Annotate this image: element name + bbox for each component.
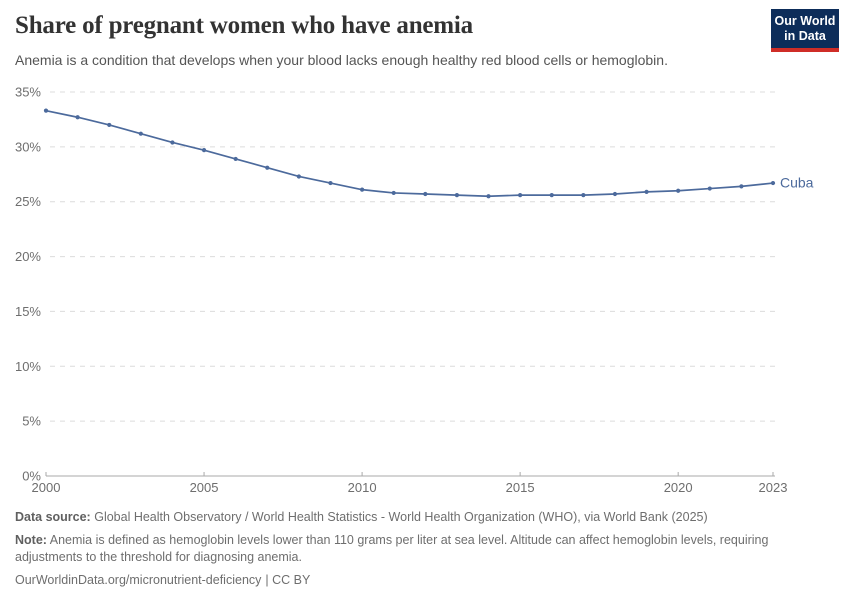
- data-point[interactable]: [107, 122, 112, 128]
- series-line-cuba: [45, 109, 774, 198]
- data-point[interactable]: [423, 191, 428, 197]
- data-point[interactable]: [43, 108, 49, 113]
- data-point[interactable]: [75, 115, 80, 120]
- data-point[interactable]: [770, 180, 776, 186]
- page-title: Share of pregnant women who have anemia: [15, 12, 473, 39]
- url-line: OurWorldinData.org/micronutrient-deficie…: [15, 572, 813, 590]
- chart-subtitle: Anemia is a condition that develops when…: [15, 52, 668, 68]
- x-tick-label: 2023: [759, 480, 788, 495]
- data-point[interactable]: [391, 190, 396, 196]
- data-point[interactable]: [170, 140, 175, 145]
- data-point[interactable]: [454, 193, 460, 198]
- chart-footer: Data source: Global Health Observatory /…: [15, 509, 813, 594]
- data-point[interactable]: [739, 184, 744, 189]
- data-point[interactable]: [265, 165, 270, 170]
- y-tick-label: 30%: [15, 139, 41, 154]
- data-point[interactable]: [676, 188, 681, 193]
- data-source-line: Data source: Global Health Observatory /…: [15, 509, 813, 527]
- data-point[interactable]: [328, 180, 333, 186]
- license-text: | CC BY: [265, 572, 311, 587]
- series-end-label-cuba: Cuba: [780, 175, 814, 191]
- data-point[interactable]: [612, 191, 618, 197]
- data-source-label: Data source:: [15, 510, 91, 524]
- logo-red-stripe: [771, 47, 839, 52]
- owid-logo[interactable]: Our World in Data: [771, 9, 839, 52]
- y-tick-label: 10%: [15, 359, 41, 374]
- data-point[interactable]: [138, 131, 143, 136]
- data-point[interactable]: [549, 193, 554, 198]
- data-point[interactable]: [486, 194, 491, 199]
- logo-line-1: Our World: [774, 14, 836, 28]
- owid-logo-box: Our World in Data: [771, 9, 839, 48]
- data-point[interactable]: [707, 186, 712, 191]
- note-text: Anemia is defined as hemoglobin levels l…: [15, 532, 769, 565]
- x-tick-label: 2015: [506, 480, 535, 495]
- y-tick-label: 15%: [15, 304, 41, 319]
- x-tick-label: 2000: [32, 480, 61, 495]
- canonical-url[interactable]: OurWorldinData.org/micronutrient-deficie…: [15, 572, 262, 587]
- data-point[interactable]: [581, 193, 586, 198]
- x-tick-label: 2010: [348, 480, 377, 495]
- note-label: Note:: [15, 532, 47, 547]
- x-tick-label: 2020: [664, 480, 693, 495]
- data-point[interactable]: [644, 189, 649, 194]
- y-tick-label: 20%: [15, 249, 41, 264]
- x-tick-label: 2005: [190, 480, 219, 495]
- data-source-text: Global Health Observatory / World Health…: [94, 510, 708, 524]
- y-tick-label: 25%: [15, 194, 41, 209]
- line-chart[interactable]: 0% 5% 10% 15% 20% 25% 30% 35% 2000 2005 2010 2015 20…: [0, 78, 850, 508]
- note-line: Note: Anemia is defined as hemoglobin le…: [15, 532, 813, 567]
- y-tick-label: 35%: [15, 85, 41, 100]
- y-tick-label: 0%: [22, 469, 41, 484]
- data-point[interactable]: [296, 174, 301, 179]
- y-tick-label: 5%: [22, 414, 41, 429]
- logo-line-2: in Data: [784, 28, 826, 43]
- data-point[interactable]: [518, 193, 523, 198]
- data-point[interactable]: [233, 156, 238, 162]
- data-point[interactable]: [201, 148, 207, 153]
- data-point[interactable]: [359, 187, 365, 192]
